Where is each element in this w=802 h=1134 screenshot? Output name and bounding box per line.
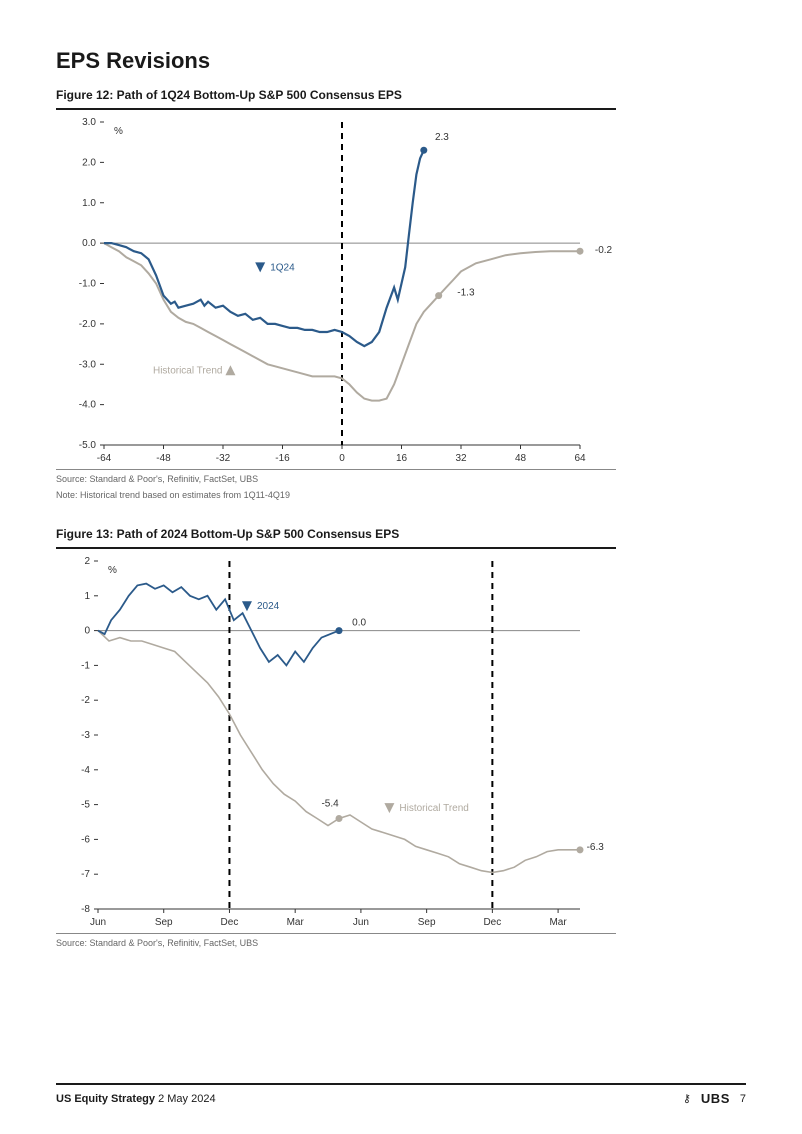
svg-text:2024: 2024 (257, 602, 280, 613)
page-number: 7 (740, 1093, 746, 1105)
svg-text:0: 0 (84, 626, 90, 637)
svg-text:1.0: 1.0 (82, 198, 96, 209)
svg-text:-3.0: -3.0 (79, 359, 97, 370)
svg-text:-7: -7 (81, 870, 90, 881)
ubs-keys-icon: ⚷ (683, 1092, 691, 1105)
footer-date: 2 May 2024 (158, 1093, 215, 1105)
page-title: EPS Revisions (56, 48, 746, 74)
svg-text:Historical Trend: Historical Trend (153, 365, 222, 376)
svg-text:-6: -6 (81, 835, 90, 846)
figure13-chart: -8 -7 -6 -5 -4 -3 -2 -1 0 1 2 Jun Sep Dec Mar Jun Sep Dec… (56, 553, 616, 933)
svg-text:1Q24: 1Q24 (270, 262, 295, 273)
svg-text:Dec: Dec (221, 917, 239, 928)
figure12-chart: -5.0 -4.0 -3.0 -2.0 -1.0 0.0 1.0 2.0 3.0 -64 -48 -3… (56, 114, 616, 469)
figure13-title: Figure 13: Path of 2024 Bottom-Up S&P 50… (56, 527, 746, 541)
svg-text:-6.3: -6.3 (587, 842, 605, 853)
svg-text:2: 2 (84, 556, 90, 567)
figure13-top-rule (56, 547, 616, 549)
svg-text:0.0: 0.0 (82, 238, 96, 249)
svg-text:32: 32 (455, 453, 467, 464)
svg-text:%: % (114, 126, 123, 137)
svg-text:-2.0: -2.0 (79, 319, 97, 330)
footer-right: ⚷ UBS 7 (683, 1091, 746, 1106)
svg-text:-1.0: -1.0 (79, 279, 97, 290)
svg-text:16: 16 (396, 453, 408, 464)
figure12-title: Figure 12: Path of 1Q24 Bottom-Up S&P 50… (56, 88, 746, 102)
footer-left: US Equity Strategy 2 May 2024 (56, 1093, 216, 1105)
svg-text:1: 1 (84, 591, 90, 602)
svg-text:-16: -16 (275, 453, 290, 464)
svg-text:-5: -5 (81, 800, 90, 811)
svg-text:-1.3: -1.3 (457, 288, 475, 299)
svg-text:2.3: 2.3 (435, 132, 449, 143)
svg-text:-2: -2 (81, 696, 90, 707)
svg-text:0: 0 (339, 453, 345, 464)
page-footer: US Equity Strategy 2 May 2024 ⚷ UBS 7 (56, 1083, 746, 1106)
svg-text:%: % (108, 565, 117, 576)
svg-text:Jun: Jun (353, 917, 369, 928)
svg-text:Mar: Mar (287, 917, 305, 928)
svg-text:-48: -48 (156, 453, 171, 464)
svg-text:Sep: Sep (418, 917, 436, 928)
svg-text:-4: -4 (81, 765, 90, 776)
svg-text:-5.0: -5.0 (79, 440, 97, 451)
svg-text:Dec: Dec (483, 917, 501, 928)
svg-text:48: 48 (515, 453, 527, 464)
svg-text:Mar: Mar (549, 917, 567, 928)
svg-text:0.0: 0.0 (352, 618, 366, 629)
svg-text:3.0: 3.0 (82, 117, 96, 128)
figure12-bottom-rule (56, 469, 616, 470)
figure12-source1: Source: Standard & Poor's, Refinitiv, Fa… (56, 474, 746, 486)
svg-text:-1: -1 (81, 661, 90, 672)
svg-text:Sep: Sep (155, 917, 173, 928)
figure13-source1: Source: Standard & Poor's, Refinitiv, Fa… (56, 938, 746, 950)
svg-text:-4.0: -4.0 (79, 400, 97, 411)
svg-text:Jun: Jun (90, 917, 106, 928)
svg-text:2.0: 2.0 (82, 157, 96, 168)
figure13-bottom-rule (56, 933, 616, 934)
svg-text:-8: -8 (81, 904, 90, 915)
svg-text:Historical Trend: Historical Trend (399, 803, 468, 814)
svg-text:64: 64 (574, 453, 586, 464)
svg-text:-0.2: -0.2 (595, 245, 613, 256)
footer-doc-title: US Equity Strategy (56, 1093, 155, 1105)
svg-text:-64: -64 (97, 453, 112, 464)
ubs-logo: UBS (701, 1091, 730, 1106)
figure12-source2: Note: Historical trend based on estimate… (56, 490, 746, 502)
svg-text:-32: -32 (216, 453, 231, 464)
svg-text:-5.4: -5.4 (321, 799, 339, 810)
svg-text:-3: -3 (81, 730, 90, 741)
figure12-top-rule (56, 108, 616, 110)
